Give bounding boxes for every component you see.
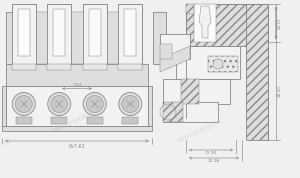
Bar — [18, 9, 30, 56]
Polygon shape — [199, 6, 211, 38]
Text: 7.62: 7.62 — [72, 83, 82, 87]
Bar — [186, 4, 194, 14]
Circle shape — [122, 96, 139, 112]
Bar — [47, 4, 71, 64]
Bar — [2, 126, 152, 131]
Bar — [12, 4, 36, 64]
Bar — [194, 4, 216, 42]
Circle shape — [83, 93, 106, 116]
Circle shape — [12, 93, 35, 116]
Bar — [208, 56, 238, 72]
Bar — [122, 117, 138, 124]
Bar — [12, 64, 36, 70]
Bar — [124, 9, 136, 56]
Circle shape — [15, 96, 32, 112]
Bar — [83, 4, 107, 64]
Bar — [186, 4, 246, 46]
Bar — [2, 86, 6, 126]
Bar — [148, 86, 152, 126]
Bar — [163, 79, 230, 104]
Circle shape — [119, 93, 142, 116]
Text: 21.30: 21.30 — [205, 151, 217, 155]
Bar — [18, 9, 30, 56]
Text: 14.70: 14.70 — [278, 17, 282, 29]
Bar — [83, 64, 107, 70]
Bar — [160, 44, 172, 59]
Bar — [181, 79, 199, 104]
Text: www.platan.ru: www.platan.ru — [176, 116, 224, 143]
Bar — [118, 4, 142, 64]
Bar — [176, 46, 240, 79]
Bar — [53, 9, 65, 56]
Bar — [51, 117, 67, 124]
Polygon shape — [160, 46, 190, 72]
Text: 22.98: 22.98 — [208, 159, 220, 163]
Bar — [246, 4, 268, 140]
Circle shape — [213, 59, 223, 69]
Bar — [71, 12, 85, 64]
Bar — [124, 9, 136, 56]
Text: 38.50: 38.50 — [278, 85, 282, 97]
Bar — [87, 117, 103, 124]
Bar — [47, 4, 71, 64]
Bar — [153, 12, 166, 64]
Bar — [118, 64, 142, 70]
Bar — [47, 64, 71, 70]
Bar — [89, 9, 101, 56]
Circle shape — [48, 93, 71, 116]
Circle shape — [51, 96, 68, 112]
Bar — [12, 4, 36, 64]
Bar — [89, 9, 101, 56]
Bar — [6, 86, 148, 126]
Bar — [53, 9, 65, 56]
Circle shape — [86, 96, 103, 112]
Text: www.platan.ru: www.platan.ru — [51, 106, 99, 134]
Bar — [163, 102, 183, 122]
Bar — [83, 4, 107, 64]
Text: Px7.62: Px7.62 — [69, 143, 85, 148]
Bar — [6, 12, 20, 64]
Bar — [107, 12, 120, 64]
Bar — [36, 12, 49, 64]
Bar — [160, 34, 190, 59]
Bar — [16, 117, 32, 124]
Bar — [118, 4, 142, 64]
Bar — [6, 64, 148, 86]
Bar — [163, 102, 218, 122]
